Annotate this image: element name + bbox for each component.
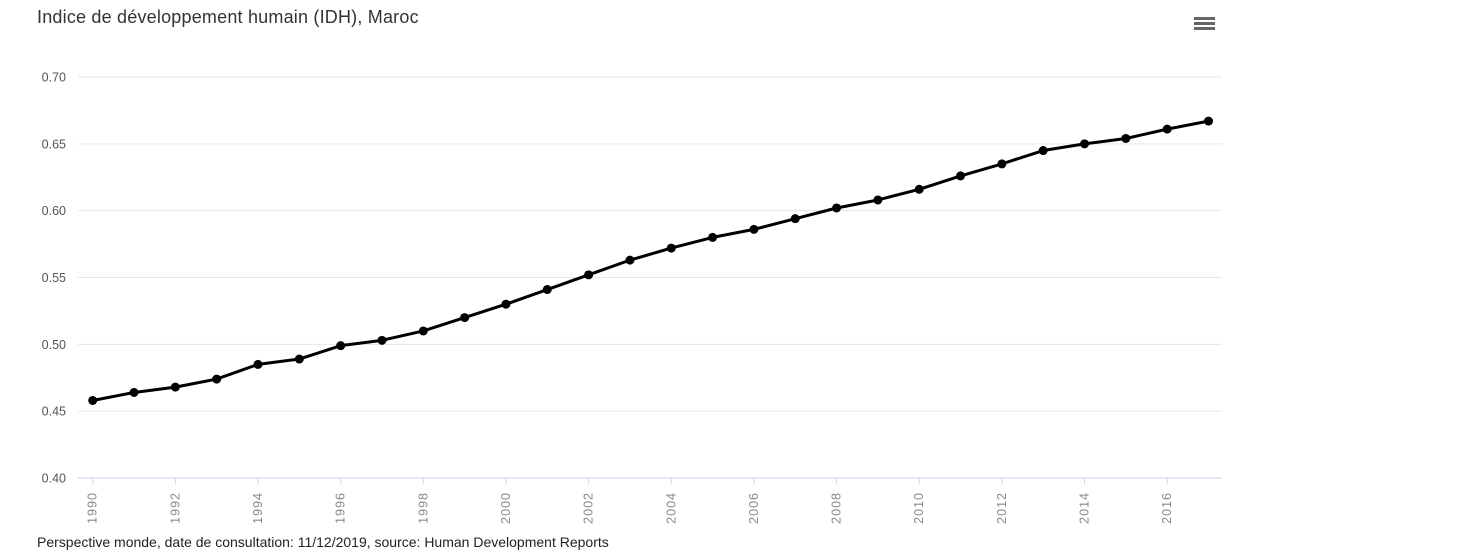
data-point-2001[interactable] — [542, 285, 552, 295]
data-point-2000[interactable] — [501, 299, 511, 309]
x-axis-label: 2004 — [664, 492, 678, 524]
data-point-1995[interactable] — [294, 354, 304, 364]
x-axis-label: 2008 — [830, 492, 844, 524]
data-point-1994[interactable] — [253, 359, 263, 369]
data-point-2006[interactable] — [749, 224, 759, 234]
data-point-2014[interactable] — [1080, 139, 1090, 149]
hamburger-bar — [1194, 26, 1215, 30]
export-menu-button[interactable] — [1192, 12, 1218, 34]
y-axis-label: 0.45 — [42, 405, 66, 419]
x-axis-label: 1990 — [86, 492, 100, 524]
x-axis-label: 1994 — [251, 492, 265, 524]
x-axis-label: 1998 — [416, 492, 430, 524]
x-axis-label: 2006 — [747, 492, 761, 524]
data-point-2017[interactable] — [1204, 116, 1213, 126]
data-point-2012[interactable] — [997, 159, 1007, 169]
data-point-2007[interactable] — [790, 214, 800, 224]
data-point-2009[interactable] — [873, 195, 883, 205]
data-point-2011[interactable] — [956, 171, 966, 181]
data-point-1996[interactable] — [336, 341, 346, 351]
data-point-2003[interactable] — [625, 255, 635, 265]
y-axis-label: 0.40 — [42, 472, 66, 486]
data-point-2008[interactable] — [832, 203, 842, 213]
data-point-2002[interactable] — [584, 270, 594, 280]
y-axis-label: 0.60 — [42, 204, 66, 218]
data-point-1992[interactable] — [170, 382, 180, 392]
x-axis-label: 2012 — [995, 492, 1009, 524]
y-axis-label: 0.50 — [42, 338, 66, 352]
x-axis-label: 2002 — [582, 492, 596, 524]
series-line[interactable] — [91, 119, 1210, 402]
data-point-2005[interactable] — [708, 232, 718, 242]
data-point-1997[interactable] — [377, 335, 387, 345]
y-axis-label: 0.65 — [42, 137, 66, 151]
x-axis-label: 1992 — [168, 492, 182, 524]
hamburger-icon — [1194, 16, 1216, 30]
data-point-2013[interactable] — [1038, 146, 1048, 156]
data-point-1999[interactable] — [460, 313, 470, 323]
data-point-1990[interactable] — [88, 395, 98, 405]
data-point-2010[interactable] — [914, 184, 924, 194]
data-point-2016[interactable] — [1162, 124, 1172, 134]
y-axis-label: 0.70 — [42, 71, 66, 85]
chart-title: Indice de développement humain (IDH), Ma… — [37, 7, 419, 27]
y-axis-label: 0.55 — [42, 271, 66, 285]
x-axis-label: 2000 — [499, 492, 513, 524]
hamburger-bar — [1194, 21, 1215, 25]
x-axis-label: 2010 — [912, 492, 926, 524]
data-point-2004[interactable] — [666, 243, 676, 253]
data-point-1998[interactable] — [418, 326, 428, 336]
x-axis-label: 2014 — [1078, 492, 1092, 524]
data-point-1991[interactable] — [129, 387, 139, 397]
x-axis-label: 1996 — [334, 492, 348, 524]
data-point-2015[interactable] — [1121, 133, 1131, 143]
data-point-1993[interactable] — [212, 374, 222, 384]
x-axis-label: 2016 — [1160, 492, 1174, 524]
hamburger-bar — [1194, 16, 1215, 20]
source-caption: Perspective monde, date de consultation:… — [37, 534, 609, 550]
